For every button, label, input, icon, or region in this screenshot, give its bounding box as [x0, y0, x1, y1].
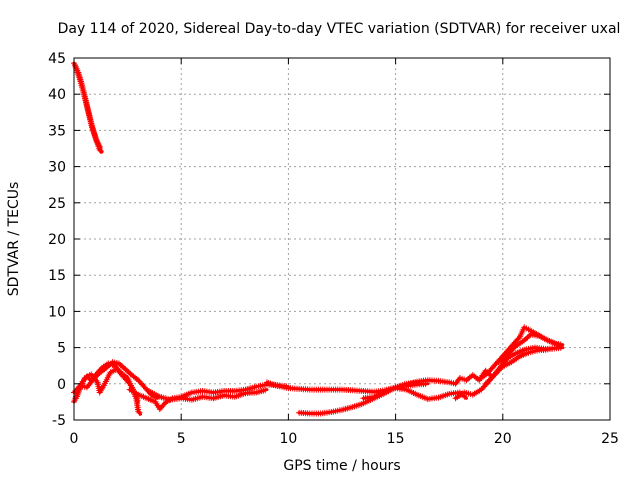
x-tick-label: 0	[70, 431, 79, 447]
series-trace	[146, 387, 269, 403]
series-trace	[360, 385, 468, 402]
series-trace	[482, 345, 556, 387]
y-tick-label: 40	[48, 87, 66, 103]
y-tick-label: 30	[48, 160, 66, 176]
series-trace	[495, 331, 565, 366]
x-tick-label: 5	[177, 431, 186, 447]
plus-markers	[360, 385, 468, 402]
plus-markers	[72, 62, 103, 150]
x-tick-label: 10	[279, 431, 297, 447]
x-tick-label: 15	[387, 431, 405, 447]
x-tick-labels: 0 5 10 15 20 25	[70, 431, 619, 447]
axis-ticks	[73, 57, 611, 421]
y-tick-label: 45	[48, 51, 66, 67]
y-tick-label: 0	[57, 377, 66, 393]
x-tick-label: 25	[601, 431, 619, 447]
plus-markers	[296, 379, 418, 417]
y-tick-label: 15	[48, 268, 66, 284]
y-tick-label: 10	[48, 304, 66, 320]
y-tick-label: 20	[48, 232, 66, 248]
chart-title: Day 114 of 2020, Sidereal Day-to-day VTE…	[58, 21, 621, 37]
series-trace	[296, 379, 419, 417]
y-tick-label: 25	[48, 196, 66, 212]
series-layer	[71, 60, 565, 417]
x-tick-label: 20	[494, 431, 512, 447]
y-tick-label: -5	[52, 413, 66, 429]
y-tick-label: 5	[57, 341, 66, 357]
data-series	[71, 60, 565, 417]
y-tick-labels: -5 0 5 10 15 20 25 30 35 40 45	[48, 51, 66, 429]
series-trace	[72, 62, 103, 150]
y-tick-label: 35	[48, 123, 66, 139]
x-axis-label: GPS time / hours	[283, 458, 400, 474]
plus-markers	[495, 331, 564, 366]
y-axis-label: SDTVAR / TECUs	[6, 182, 22, 297]
plus-markers	[146, 387, 269, 403]
plus-markers	[482, 345, 556, 387]
grid-lines	[74, 58, 610, 420]
